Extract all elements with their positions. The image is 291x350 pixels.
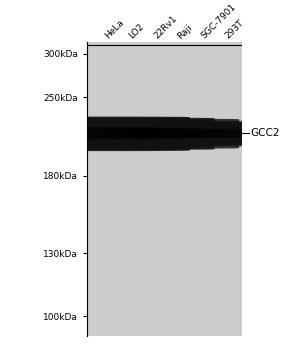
Text: GCC2: GCC2 <box>251 128 280 138</box>
FancyBboxPatch shape <box>170 129 276 138</box>
Text: LO2: LO2 <box>127 22 146 41</box>
FancyBboxPatch shape <box>16 117 190 151</box>
FancyBboxPatch shape <box>123 130 229 137</box>
FancyBboxPatch shape <box>113 122 285 145</box>
FancyBboxPatch shape <box>74 127 181 139</box>
FancyBboxPatch shape <box>40 118 214 150</box>
Text: Raji: Raji <box>176 23 194 41</box>
Text: 293T: 293T <box>223 19 245 41</box>
FancyBboxPatch shape <box>49 127 156 140</box>
FancyBboxPatch shape <box>99 128 205 139</box>
Text: HeLa: HeLa <box>103 18 125 41</box>
Text: SGC-7901: SGC-7901 <box>199 2 237 41</box>
FancyBboxPatch shape <box>90 123 262 144</box>
FancyBboxPatch shape <box>65 119 239 149</box>
FancyBboxPatch shape <box>147 129 251 138</box>
FancyBboxPatch shape <box>137 121 291 146</box>
Text: 22Rv1: 22Rv1 <box>152 14 179 41</box>
